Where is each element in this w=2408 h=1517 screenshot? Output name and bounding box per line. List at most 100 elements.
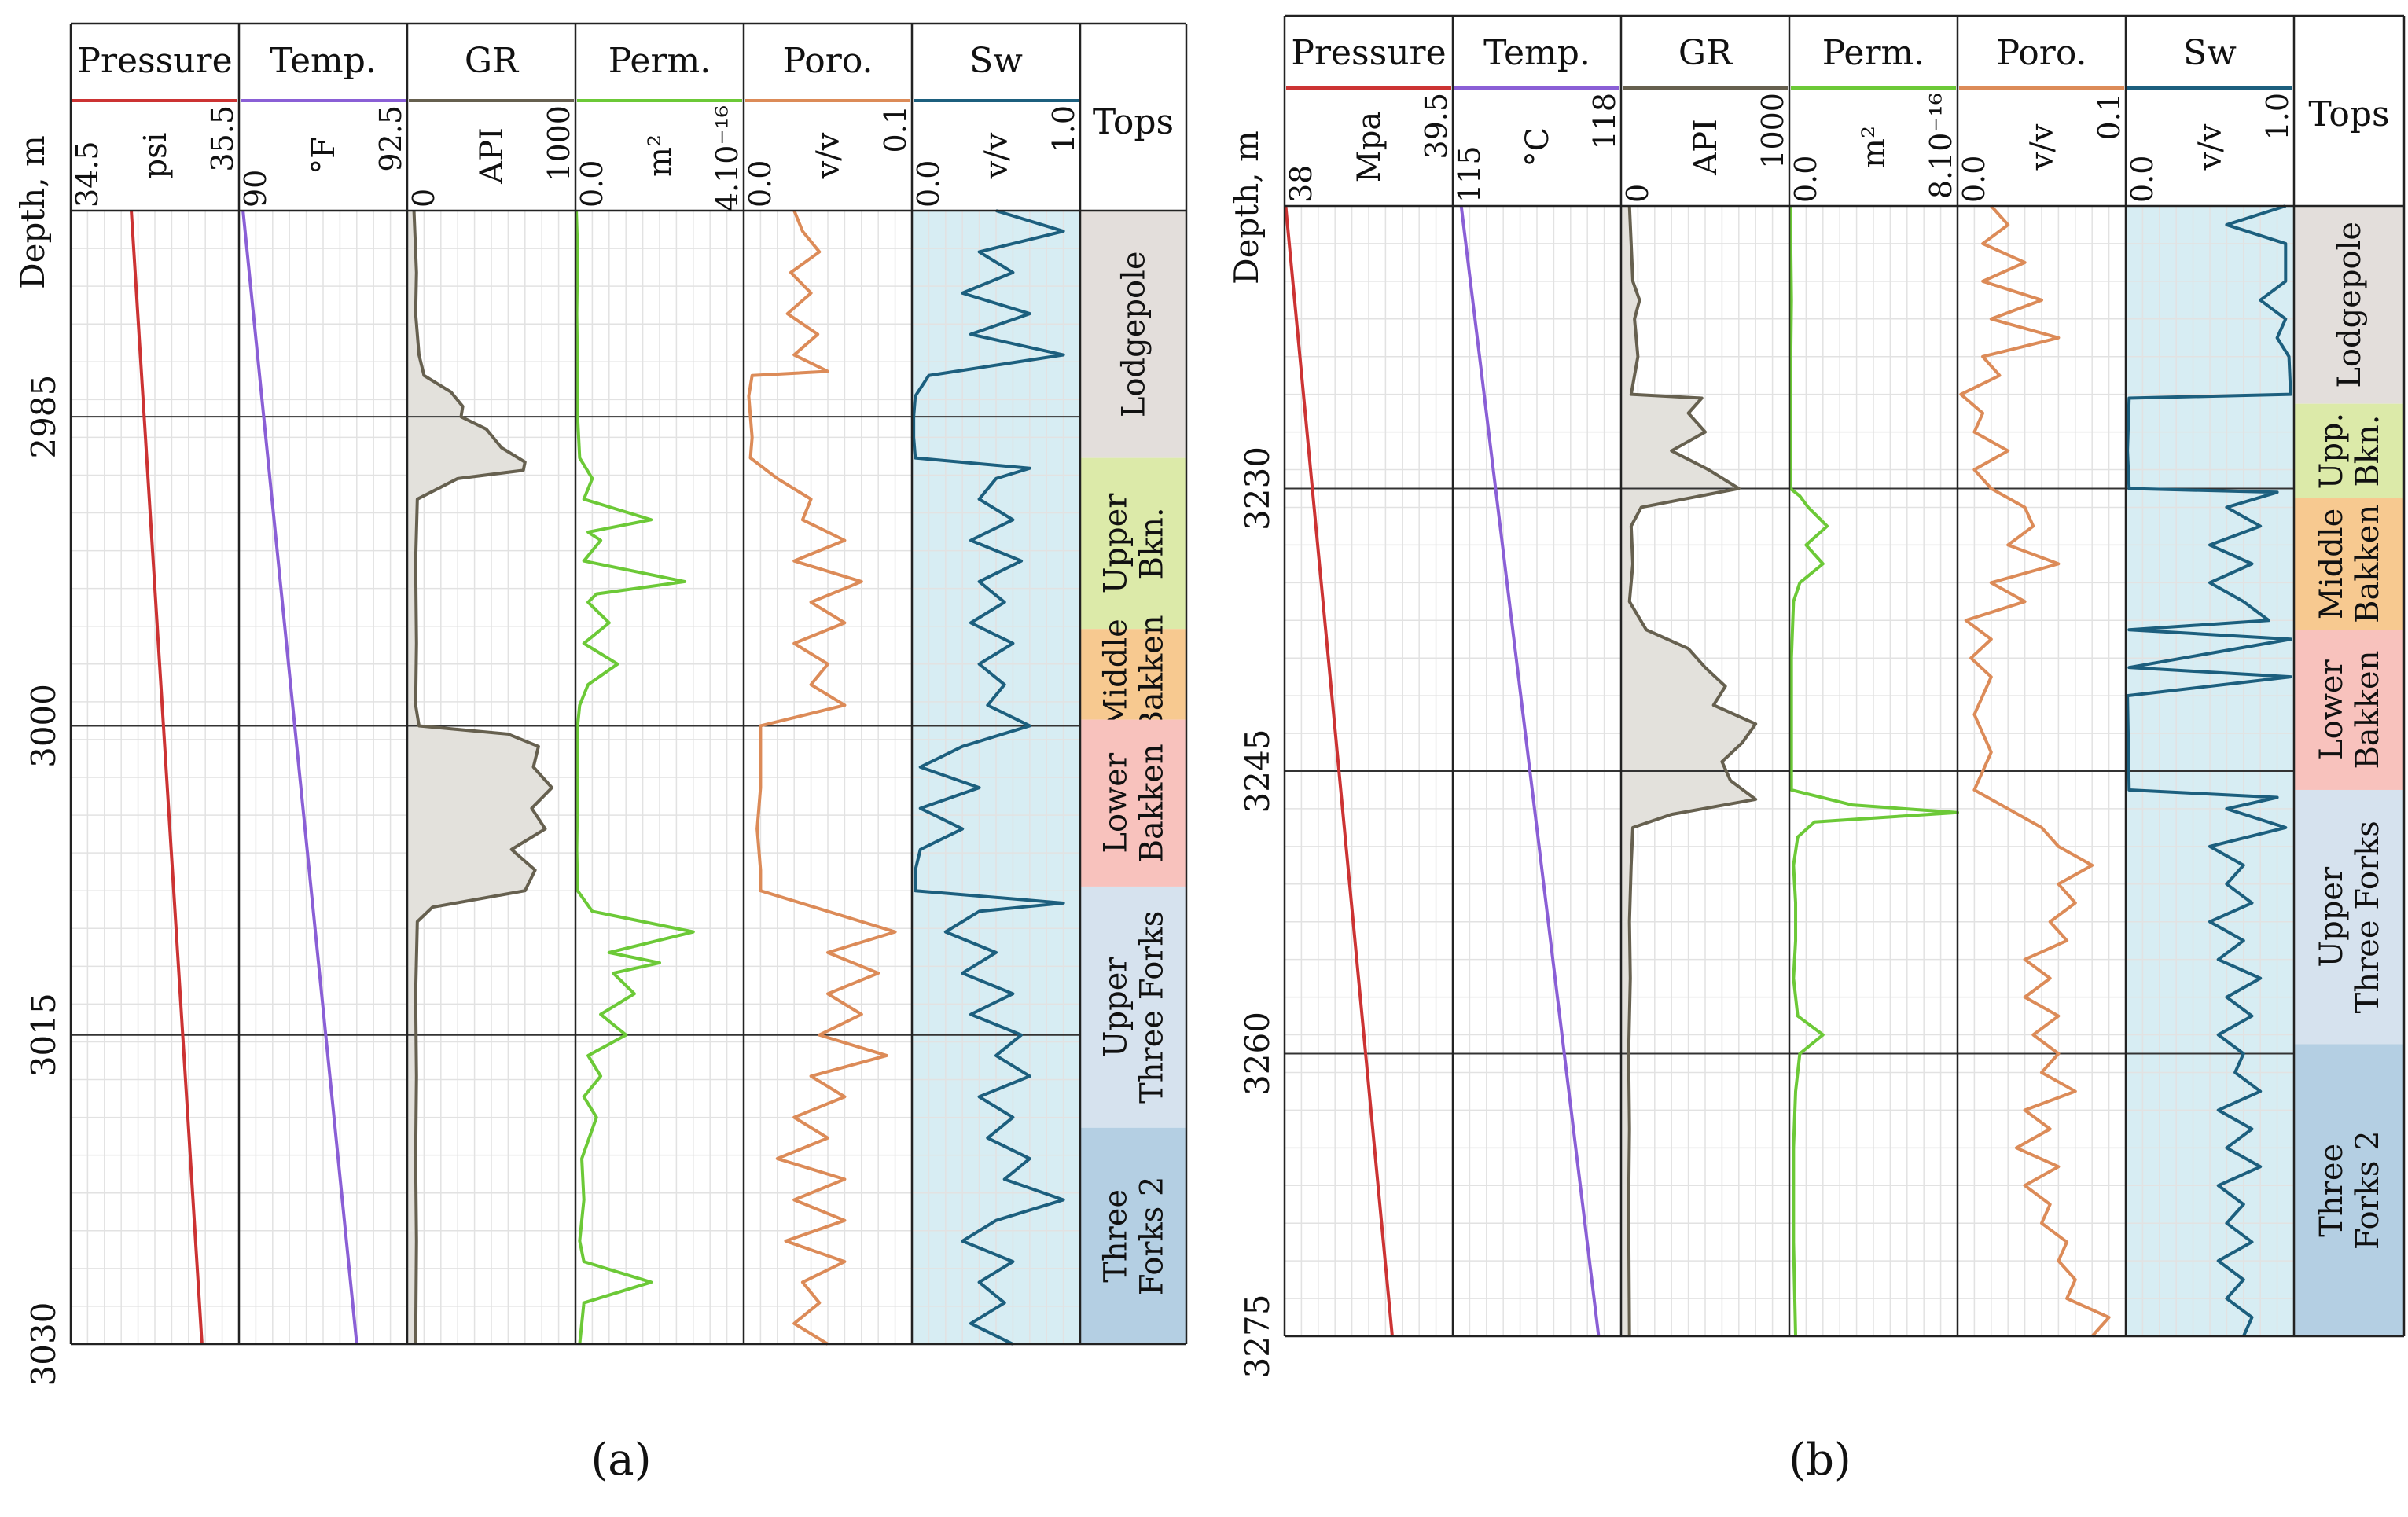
poro-title: Poro. [1996, 33, 2086, 73]
top-label: Lodgepole [2332, 222, 2368, 388]
gr-fill [407, 211, 553, 1344]
pressure-scale-label: 39.5 [1419, 93, 1454, 160]
sw-scale-label: 1.0 [2260, 93, 2295, 140]
pressure-title: Pressure [77, 41, 232, 81]
poro-curve [1959, 204, 2111, 1338]
pressure-scale-label: psi [138, 133, 174, 179]
perm-scale-label: m² [1856, 126, 1892, 168]
poro-scale-label: v/v [2024, 123, 2061, 171]
top-label: Bkn. [1134, 507, 1171, 579]
perm-scale-label: 0.0 [1789, 156, 1823, 203]
gr-curve [412, 210, 554, 1345]
sw-title: Sw [2183, 33, 2237, 73]
pressure-scale-label: 38 [1284, 165, 1318, 203]
top-zone-4 [1080, 886, 1186, 1128]
depth-tick-label: 3030 [24, 1302, 63, 1387]
pressure-scale-label: 35.5 [205, 105, 240, 172]
poro-curve [747, 210, 897, 1346]
gr-title: GR [465, 41, 520, 81]
gr-title: GR [1678, 33, 1733, 73]
sw-scale-label: v/v [979, 132, 1015, 179]
temp-scale-label: °C [1520, 127, 1556, 167]
top-label: Forks 2 [2350, 1130, 2386, 1250]
top-zone-4 [2294, 789, 2404, 1045]
sw-curve [912, 209, 1065, 1346]
gr-scale-label: 1000 [542, 105, 576, 182]
top-zone-5 [1080, 1127, 1186, 1344]
pressure-scale-label: 34.5 [70, 141, 105, 208]
tops-header: Tops [2308, 94, 2389, 134]
pressure-curve [130, 210, 204, 1345]
top-label: Bakken [2350, 505, 2386, 623]
top-label: Middle [1098, 619, 1134, 729]
top-label: Three [2314, 1144, 2350, 1237]
poro-title: Poro. [782, 41, 873, 81]
top-label: Three [1098, 1189, 1134, 1283]
temp-curve [1459, 205, 1601, 1337]
gr-scale-label: 0 [406, 189, 441, 208]
top-label: Bkn. [2350, 415, 2386, 487]
poro-scale-label: 0.1 [878, 105, 913, 152]
top-label: Forks 2 [1134, 1177, 1171, 1296]
depth-axis-label: Depth, m [1227, 130, 1266, 285]
temp-title: Temp. [270, 41, 377, 81]
depth-tick-label: 2985 [24, 375, 63, 459]
temp-scale-label: 115 [1452, 145, 1487, 203]
sw-scale-label: 0.0 [2125, 156, 2160, 203]
gr-scale-label: 1000 [1755, 93, 1790, 169]
top-label: Bakken [1134, 744, 1171, 862]
top-label: Three Forks [1134, 911, 1171, 1104]
top-label: Upp. [2314, 413, 2350, 490]
perm-scale-label: 8.10⁻¹⁶ [1924, 93, 1958, 199]
temp-scale-label: 118 [1587, 93, 1622, 150]
top-zone-2 [1080, 629, 1186, 720]
top-zone-1 [1080, 457, 1186, 630]
pressure-scale-label: Mpa [1351, 112, 1388, 182]
sw-scale-label: 0.0 [911, 160, 946, 208]
perm-scale-label: 0.0 [575, 160, 609, 208]
poro-scale-label: 0.0 [743, 160, 778, 208]
depth-tick-label: 3275 [1238, 1295, 1277, 1379]
temp-title: Temp. [1483, 33, 1590, 73]
pressure-title: Pressure [1291, 33, 1446, 73]
top-zone-2 [2294, 498, 2404, 630]
temp-scale-label: °F [306, 137, 342, 174]
top-label: Lodgepole [1116, 251, 1153, 417]
sw-scale-label: 1.0 [1046, 105, 1081, 152]
top-label: Middle [2314, 509, 2350, 619]
depth-tick-label: 3245 [1238, 729, 1277, 814]
top-label: Bakken [1134, 615, 1171, 733]
top-label: Lower [1098, 752, 1134, 854]
pressure-curve [1284, 205, 1394, 1337]
top-label: Upper [1098, 957, 1134, 1058]
perm-scale-label: m² [642, 134, 678, 177]
depth-tick-label: 3260 [1238, 1012, 1277, 1096]
panel-caption-a: (a) [574, 1434, 668, 1486]
temp-scale-label: 90 [238, 170, 273, 208]
gr-scale-label: API [474, 127, 510, 185]
panel-caption-b: (b) [1773, 1434, 1867, 1486]
perm-title: Perm. [608, 41, 711, 81]
poro-scale-label: 0.1 [2092, 93, 2127, 140]
gr-scale-label: 0 [1620, 184, 1655, 203]
gr-curve [1627, 205, 1758, 1337]
panel-label-a: (a) [590, 1434, 652, 1486]
top-zone-1 [2294, 403, 2404, 498]
tops-header: Tops [1093, 102, 1174, 142]
top-label: Bakken [2350, 651, 2386, 770]
top-label: Upper [2314, 866, 2350, 968]
top-label: Three Forks [2350, 821, 2386, 1013]
depth-tick-label: 3230 [1238, 446, 1277, 531]
poro-scale-label: 0.0 [1957, 156, 1991, 203]
sw-title: Sw [969, 41, 1023, 81]
temp-scale-label: 92.5 [373, 105, 408, 172]
perm-curve [1789, 205, 1959, 1337]
gr-scale-label: API [1688, 119, 1724, 176]
sw-curve [2126, 204, 2292, 1337]
top-zone-0 [2294, 206, 2404, 404]
temp-curve [241, 210, 358, 1345]
top-zone-0 [1080, 211, 1186, 458]
sw-scale-label: v/v [2193, 123, 2229, 171]
